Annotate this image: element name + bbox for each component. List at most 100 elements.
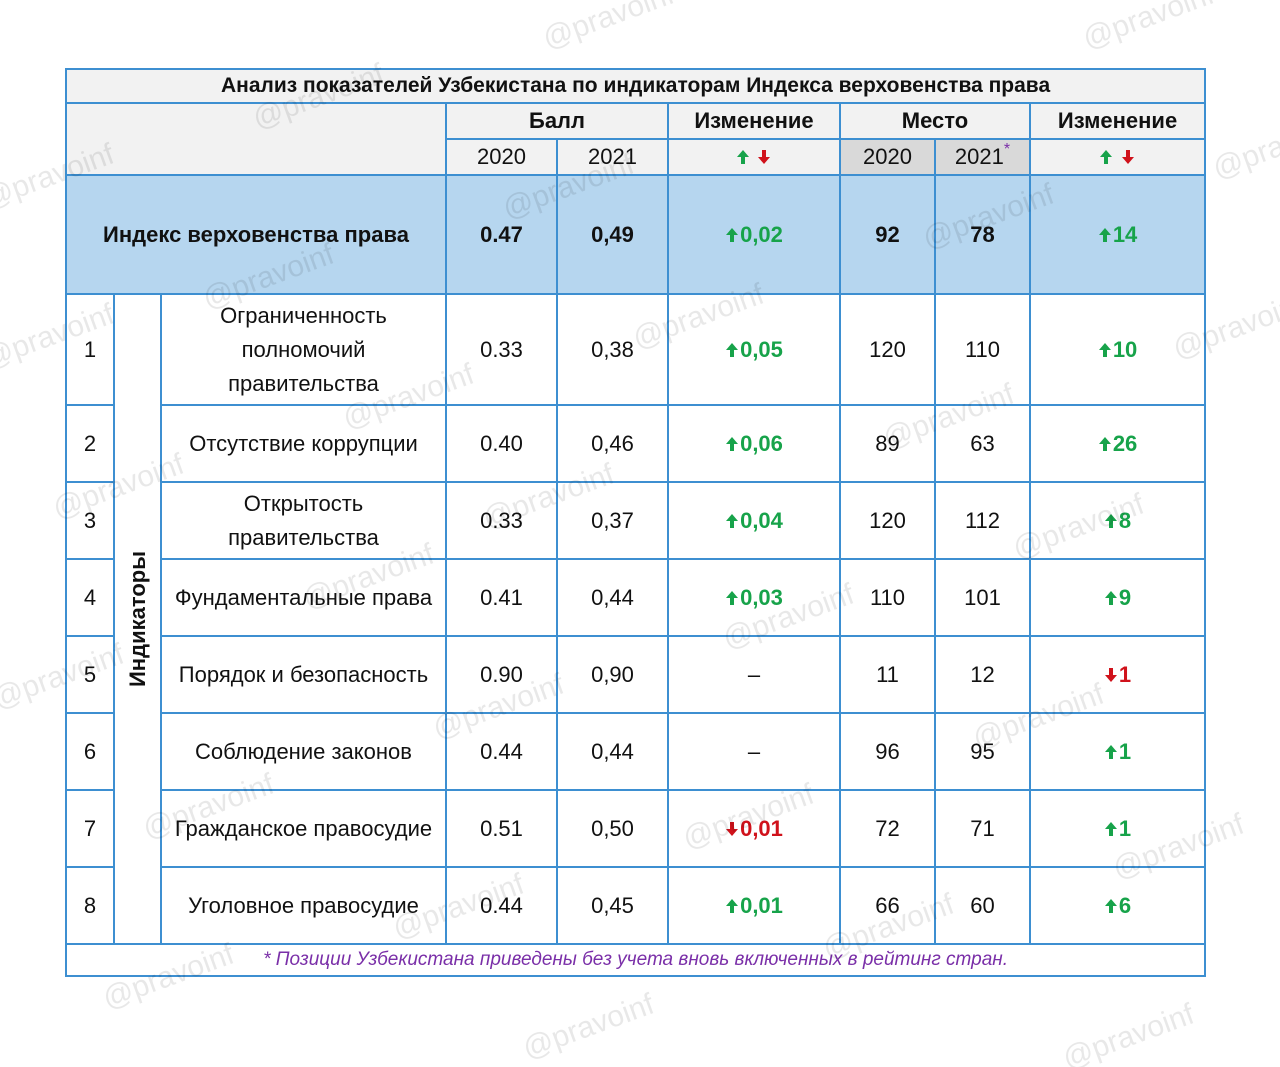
- rank: 101: [934, 558, 1031, 637]
- score: 0,46: [556, 404, 669, 483]
- arrows-legend: [667, 138, 841, 176]
- score: 0,45: [556, 866, 669, 945]
- rank: 112: [934, 481, 1031, 560]
- indicator-row: 6 Соблюдение законов 0.44 0,44 – 96 95 1: [65, 712, 1207, 791]
- up-arrow: [736, 150, 749, 164]
- score: 0,44: [556, 712, 669, 791]
- watermark: @pravoinf: [1208, 107, 1280, 186]
- indicator-row: 1 Индикаторы Ограниченность полномочий пра…: [65, 293, 1207, 945]
- watermark: @pravoinf: [518, 987, 659, 1066]
- score: 0.51: [445, 789, 558, 868]
- change-cell: 0,06: [667, 404, 841, 483]
- change-cell: 0,01: [667, 789, 841, 868]
- change-value: 0,02: [740, 221, 783, 247]
- footnote-row: * Позиции Узбекистана приведены без учет…: [64, 943, 1207, 977]
- rank: 66: [839, 866, 936, 945]
- score: 0.33: [445, 293, 558, 406]
- change-cell: 9: [1028, 558, 1207, 637]
- up-arrow: [726, 513, 739, 528]
- row-number: 3: [65, 481, 115, 560]
- change-cell: 14: [1028, 174, 1207, 295]
- data-table: Анализ показателей Узбекистана по индика…: [64, 68, 1207, 977]
- down-arrow: [758, 150, 771, 164]
- change-value: 8: [1118, 507, 1132, 533]
- row-number: 6: [65, 712, 115, 791]
- score: 0.40: [445, 404, 558, 483]
- up-arrow: [726, 898, 739, 913]
- change-value: –: [747, 738, 761, 764]
- change-value: 1: [1118, 661, 1132, 687]
- row-name: Открытость правительства: [160, 481, 447, 560]
- score: 0.44: [445, 712, 558, 791]
- score: 0,44: [556, 558, 669, 637]
- row-name: Гражданское правосудие: [160, 789, 447, 868]
- up-arrow: [1098, 436, 1111, 451]
- header-rank: Место: [839, 102, 1031, 140]
- change-value: 1: [1118, 738, 1132, 764]
- rank: 12: [934, 635, 1031, 714]
- up-arrow: [1104, 898, 1117, 913]
- up-arrow: [726, 342, 739, 357]
- rank: 71: [934, 789, 1031, 868]
- change-cell: –: [667, 712, 841, 791]
- change-cell: 0,02: [667, 174, 841, 295]
- indicator-row: 3 Открытость правительства 0.33 0,37 0,04 120…: [65, 481, 1207, 560]
- rank: 72: [839, 789, 936, 868]
- row-number: 2: [65, 404, 115, 483]
- header-rank-change: Изменение: [1028, 102, 1207, 140]
- header-score-change: Изменение: [667, 102, 841, 140]
- rank: 11: [839, 635, 936, 714]
- score: 0.90: [445, 635, 558, 714]
- rank: 78: [934, 174, 1031, 295]
- rank: 96: [839, 712, 936, 791]
- change-cell: 0,04: [667, 481, 841, 560]
- rank: 120: [839, 481, 936, 560]
- change-value: 0,05: [740, 336, 783, 362]
- score: 0,50: [556, 789, 669, 868]
- score: 0.33: [445, 481, 558, 560]
- down-arrow: [1104, 667, 1117, 682]
- rank: 120: [839, 293, 936, 406]
- rank: 60: [934, 866, 1031, 945]
- rank: 110: [934, 293, 1031, 406]
- change-cell: –: [667, 635, 841, 714]
- score: 0,37: [556, 481, 669, 560]
- watermark: @pravoinf: [1078, 0, 1219, 56]
- change-value: 14: [1112, 221, 1138, 247]
- change-cell: 26: [1028, 404, 1207, 483]
- change-cell: 1: [1028, 712, 1207, 791]
- row-name: Индекс верховенства права: [65, 174, 447, 295]
- year: 2021: [556, 138, 669, 176]
- up-arrow: [1104, 821, 1117, 836]
- change-value: 26: [1112, 430, 1138, 456]
- change-cell: 1: [1028, 635, 1207, 714]
- row-name: Соблюдение законов: [160, 712, 447, 791]
- table-body: Индекс верховенства права 0.47 0,49 0,02 92 7…: [64, 174, 1207, 977]
- rank: 110: [839, 558, 936, 637]
- up-arrow: [726, 436, 739, 451]
- up-arrow: [1104, 590, 1117, 605]
- rank: 63: [934, 404, 1031, 483]
- watermark: @pravoinf: [538, 0, 679, 56]
- row-name: Отсутствие коррупции: [160, 404, 447, 483]
- score: 0.41: [445, 558, 558, 637]
- footnote: * Позиции Узбекистана приведены без учет…: [64, 943, 1207, 977]
- indicator-row: 5 Порядок и безопасность 0.90 0,90 – 11 12 1: [65, 635, 1207, 714]
- change-cell: 8: [1028, 481, 1207, 560]
- change-value: 0,06: [740, 430, 783, 456]
- group-cell: Индикаторы: [113, 293, 162, 945]
- change-cell: 10: [1028, 293, 1207, 406]
- score: 0,38: [556, 293, 669, 406]
- up-arrow: [1100, 150, 1113, 164]
- change-cell: 6: [1028, 866, 1207, 945]
- row-number: 5: [65, 635, 115, 714]
- row-name: Порядок и безопасность: [160, 635, 447, 714]
- up-arrow: [1098, 227, 1111, 242]
- change-value: –: [747, 661, 761, 687]
- arrows-legend: [1028, 138, 1207, 176]
- score: 0.47: [445, 174, 558, 295]
- up-arrow: [1104, 513, 1117, 528]
- indicator-row: 7 Гражданское правосудие 0.51 0,50 0,01 72 71 1: [65, 789, 1207, 868]
- index-row: Индекс верховенства права 0.47 0,49 0,02 92 7…: [65, 174, 1207, 295]
- change-value: 0,03: [740, 584, 783, 610]
